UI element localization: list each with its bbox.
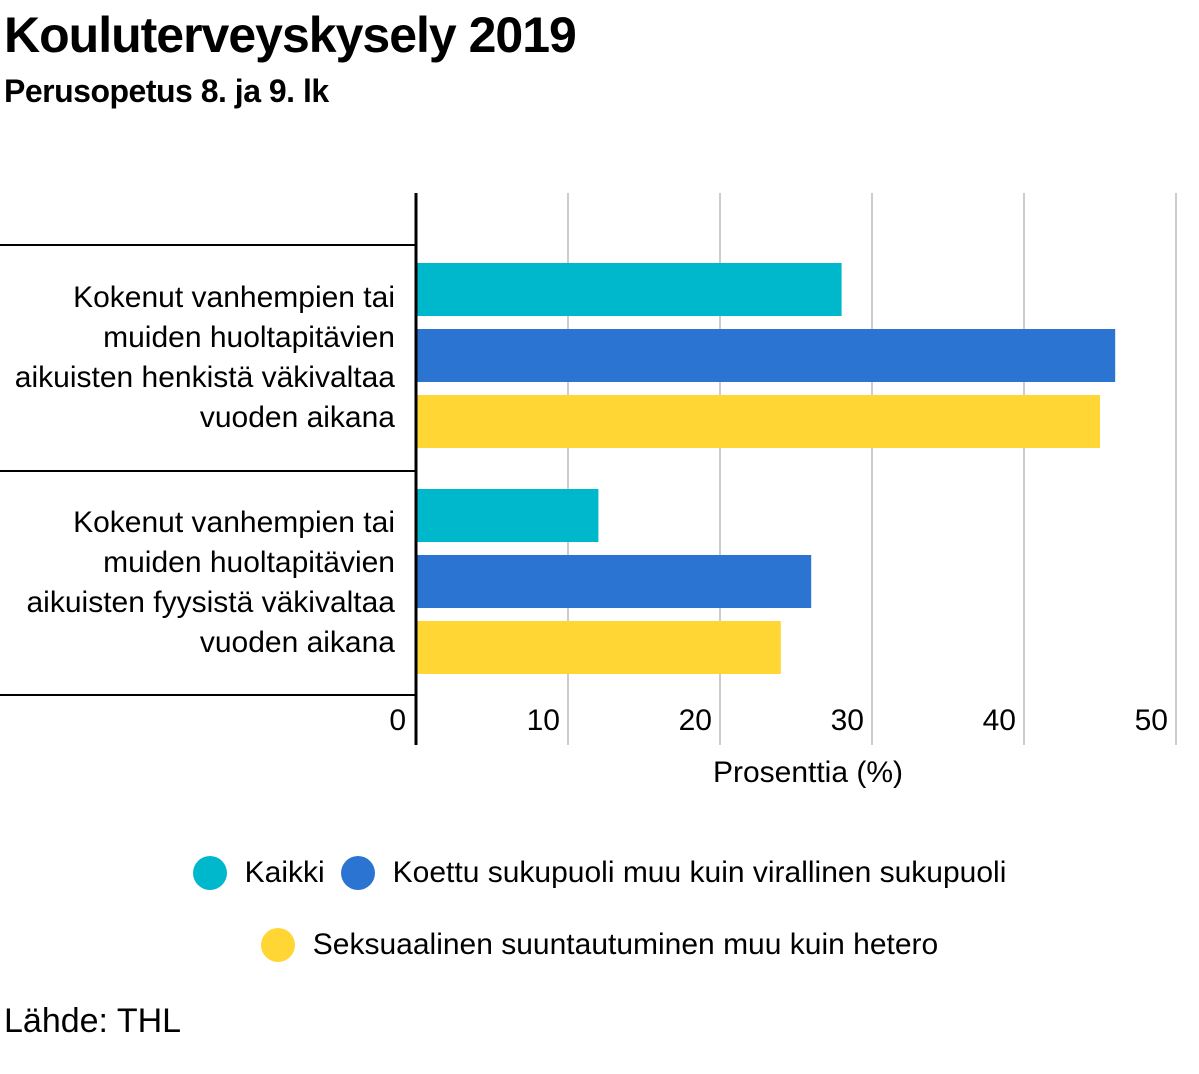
x-tick-label: 20 — [678, 704, 712, 737]
category-label-line: aikuisten henkistä väkivaltaa — [14, 361, 395, 394]
bar-3-category-2 — [416, 621, 781, 674]
legend-swatch-icon — [192, 856, 227, 890]
category-label-line: Kokenut vanhempien tai — [73, 506, 395, 539]
category-label-line: Kokenut vanhempien tai — [73, 281, 395, 314]
x-tick-label: 0 — [389, 704, 406, 737]
legend-swatch-icon — [260, 928, 295, 962]
bar-1-category-1 — [416, 263, 842, 316]
legend-label: Kaikki — [244, 856, 325, 889]
legend-label: Koettu sukupuoli muu kuin virallinen suk… — [392, 856, 1007, 889]
category-label-line: vuoden aikana — [199, 626, 395, 659]
chart-subtitle: Perusopetus 8. ja 9. lk — [4, 73, 329, 109]
category-label-1: Kokenut vanhempien tai muiden huoltapitä… — [0, 278, 395, 438]
legend-label: Seksuaalinen suuntautuminen muu kuin het… — [312, 928, 939, 961]
x-tick-label: 40 — [982, 704, 1016, 737]
bar-2-category-1 — [416, 329, 1116, 382]
x-axis-label: Prosenttia (%) — [712, 756, 904, 789]
legend-swatch-icon — [340, 856, 375, 890]
category-label-line: muiden huoltapitävien — [103, 321, 395, 354]
legend-second-row: Seksuaalinen suuntautuminen muu kuin het… — [0, 928, 1199, 962]
legend-item-kaikki[interactable]: Kaikki — [192, 856, 325, 890]
category-label-line: aikuisten fyysistä väkivaltaa — [26, 586, 396, 619]
bar-2-category-2 — [416, 555, 812, 608]
legend: Kaikki Koettu sukupuoli muu kuin viralli… — [0, 856, 1199, 890]
source-note: Lähde: THL — [4, 1002, 182, 1040]
x-tick-label: 30 — [830, 704, 864, 737]
bar-1-category-2 — [416, 489, 599, 542]
legend-item-koettu-sukupuoli[interactable]: Koettu sukupuoli muu kuin virallinen suk… — [340, 856, 1007, 890]
category-label-line: muiden huoltapitävien — [103, 546, 395, 579]
x-tick-label: 50 — [1134, 704, 1168, 737]
bar-3-category-1 — [416, 395, 1100, 448]
legend-item-seksuaalinen-suuntautuminen[interactable]: Seksuaalinen suuntautuminen muu kuin het… — [260, 928, 939, 962]
category-label-line: vuoden aikana — [199, 401, 395, 434]
category-label-2: Kokenut vanhempien tai muiden huoltapitä… — [0, 503, 396, 663]
chart-title: Kouluterveyskysely 2019 — [4, 7, 577, 63]
x-tick-label: 10 — [526, 704, 560, 737]
